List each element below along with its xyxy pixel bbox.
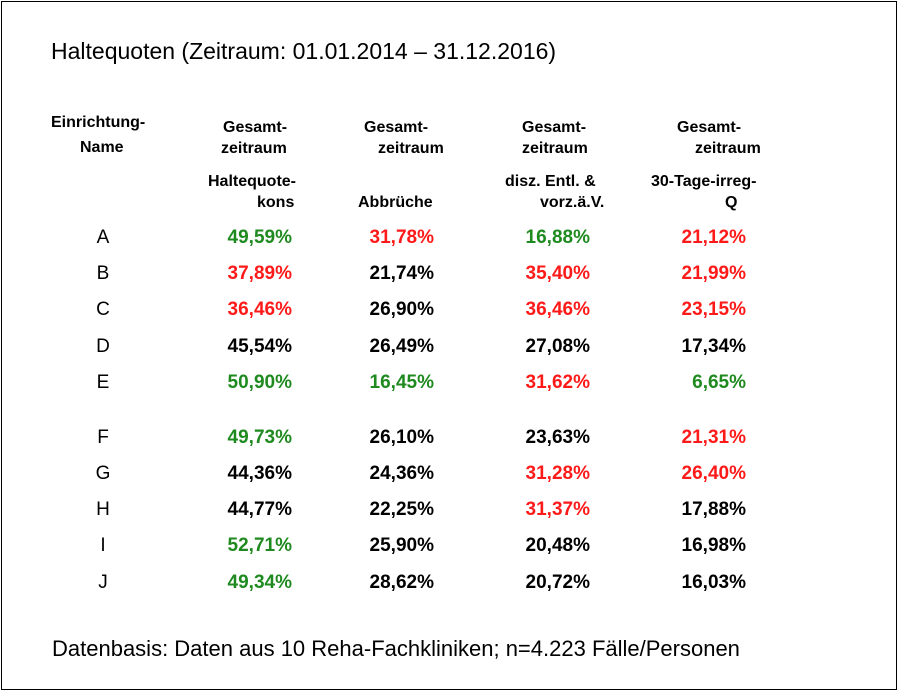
row-name: J xyxy=(98,572,108,593)
header-col4-line4: Q xyxy=(725,194,738,211)
header-name-line2: Name xyxy=(80,139,124,156)
table-cell: 31,78% xyxy=(369,227,434,248)
table-cell: 20,72% xyxy=(525,572,590,593)
table-cell: 16,03% xyxy=(681,572,746,593)
table-cell: 26,10% xyxy=(369,427,434,448)
table-cell: 28,62% xyxy=(369,572,434,593)
row-name: E xyxy=(96,372,110,393)
table-cell: 44,36% xyxy=(227,463,292,484)
table-cell: 49,73% xyxy=(227,427,292,448)
header-col4-line1: Gesamt- xyxy=(677,119,742,136)
header-col4-line3: 30-Tage-irreg- xyxy=(651,173,757,190)
table-cell: 21,12% xyxy=(681,227,746,248)
table-cell: 23,63% xyxy=(525,427,590,448)
table-cell: 31,62% xyxy=(525,372,590,393)
row-name: C xyxy=(96,299,110,320)
page-title: Haltequoten (Zeitraum: 01.01.2014 – 31.1… xyxy=(51,38,557,64)
table-cell: 37,89% xyxy=(227,263,292,284)
footer-note: Datenbasis: Daten aus 10 Reha-Fachklinik… xyxy=(52,636,740,661)
header-col3-line1: Gesamt- xyxy=(522,119,587,136)
table-cell: 35,40% xyxy=(525,263,590,284)
table-cell: 20,48% xyxy=(525,535,590,556)
table-cell: 49,34% xyxy=(227,572,292,593)
row-name: D xyxy=(96,336,110,357)
header-col1-line3: Haltequote- xyxy=(208,173,296,190)
header-col2-line2: zeitraum xyxy=(378,140,444,157)
header-col1-line2: zeitraum xyxy=(221,140,287,157)
table-cell: 31,37% xyxy=(525,499,590,520)
table-cell: 50,90% xyxy=(227,372,292,393)
table-cell: 45,54% xyxy=(227,336,292,357)
table-cell: 21,99% xyxy=(681,263,746,284)
table-cell: 26,40% xyxy=(681,463,746,484)
header-col3-line3: disz. Entl. & xyxy=(505,173,596,190)
table-cell: 36,46% xyxy=(525,299,590,320)
header-col1-line4: kons xyxy=(257,194,295,211)
row-name: B xyxy=(96,263,110,284)
header-col4-line2: zeitraum xyxy=(695,140,761,157)
row-name: I xyxy=(100,535,106,556)
row-name: H xyxy=(96,499,110,520)
table-cell: 26,49% xyxy=(369,336,434,357)
header-col3-line2: zeitraum xyxy=(522,140,588,157)
table-cell: 22,25% xyxy=(369,499,434,520)
table-cell: 36,46% xyxy=(227,299,292,320)
table-cell: 16,88% xyxy=(525,227,590,248)
table-cell: 17,34% xyxy=(681,336,746,357)
table-cell: 31,28% xyxy=(525,463,590,484)
table-cell: 26,90% xyxy=(369,299,434,320)
table-cell: 21,74% xyxy=(369,263,434,284)
table-cell: 16,98% xyxy=(681,535,746,556)
row-name: A xyxy=(96,227,110,248)
table-cell: 49,59% xyxy=(227,227,292,248)
table-cell: 24,36% xyxy=(369,463,434,484)
table-cell: 21,31% xyxy=(681,427,746,448)
header-col3-line4: vorz.ä.V. xyxy=(540,194,605,211)
header-col2-line1: Gesamt- xyxy=(364,119,429,136)
table-cell: 23,15% xyxy=(681,299,746,320)
table-cell: 6,65% xyxy=(692,372,746,393)
row-name: F xyxy=(97,427,109,448)
table-cell: 25,90% xyxy=(369,535,434,556)
header-col1-line1: Gesamt- xyxy=(223,119,288,136)
table-cell: 17,88% xyxy=(681,499,746,520)
row-name: G xyxy=(95,463,111,484)
table-cell: 27,08% xyxy=(525,336,590,357)
table-cell: 44,77% xyxy=(227,499,292,520)
table-cell: 52,71% xyxy=(227,535,292,556)
header-name-line1: Einrichtung- xyxy=(51,114,146,131)
header-col2-line3: Abbrüche xyxy=(358,194,433,211)
table-cell: 16,45% xyxy=(369,372,434,393)
